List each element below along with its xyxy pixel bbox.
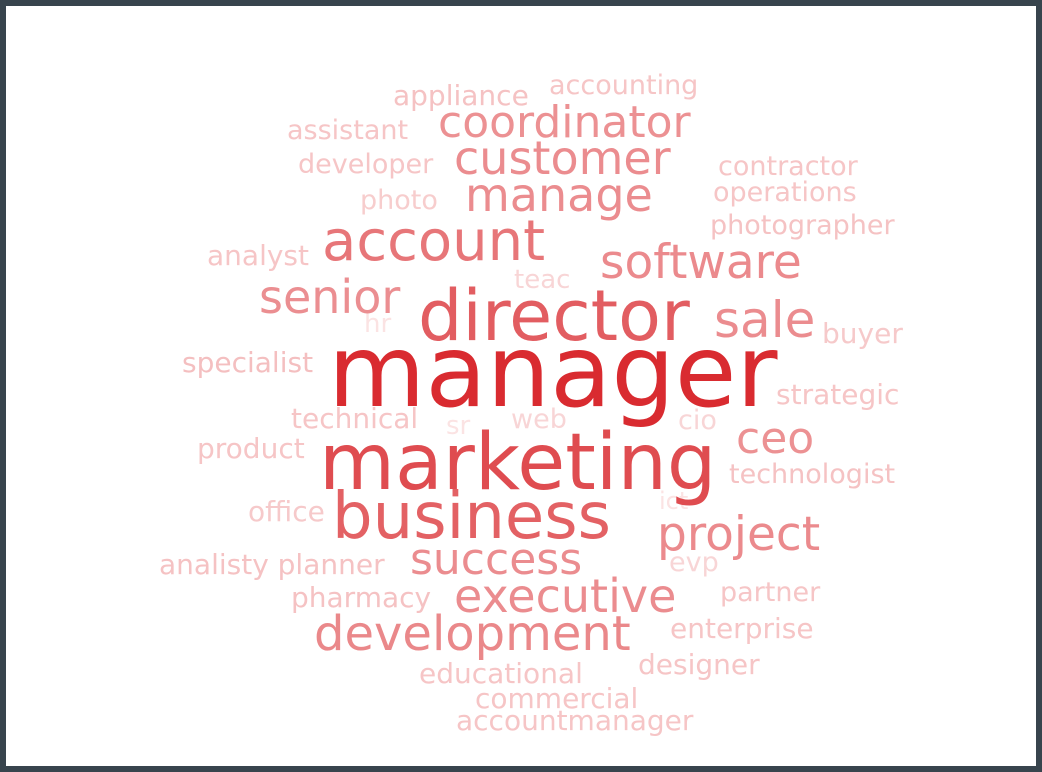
word-senior: senior (259, 270, 400, 324)
chart-canvas: hr sr ict teac web cio evp photo buyer office stra… (6, 6, 1036, 766)
word-analyst: analyst (207, 239, 309, 272)
word-account: account (322, 209, 545, 274)
word-pharmacy: pharmacy (291, 581, 431, 614)
word-product: product (197, 432, 305, 465)
word-cio: cio (678, 405, 717, 436)
word-commercial: commercial (475, 682, 638, 715)
word-ceo: ceo (736, 413, 814, 464)
word-analisty-planner: analisty planner (159, 548, 385, 581)
word-business: business (332, 480, 611, 554)
word-photo: photo (360, 185, 438, 216)
word-assistant: assistant (287, 115, 408, 146)
word-project: project (657, 507, 820, 562)
word-executive: executive (454, 569, 676, 623)
word-manage: manage (465, 168, 653, 222)
word-technologist: technologist (729, 459, 895, 490)
word-educational: educational (419, 657, 583, 690)
word-accountmanager: accountmanager (456, 704, 694, 737)
word-accounting: accounting (549, 70, 698, 101)
word-office: office (248, 495, 325, 528)
word-specialist: specialist (182, 346, 313, 379)
word-software: software (600, 235, 802, 290)
word-appliance: appliance (393, 79, 529, 112)
word-contractor: contractor (718, 151, 859, 182)
word-development: development (314, 606, 631, 662)
word-buyer: buyer (822, 317, 903, 350)
word-web: web (511, 404, 567, 435)
word-customer: customer (454, 131, 671, 185)
word-hr: hr (364, 309, 391, 339)
word-enterprise: enterprise (670, 612, 814, 645)
word-cloud: hr sr ict teac web cio evp photo buyer office stra… (159, 70, 903, 737)
word-operations: operations (713, 177, 857, 208)
words-layer: hr sr ict teac web cio evp photo buyer office stra… (159, 70, 903, 737)
word-sr: sr (446, 411, 471, 441)
word-ict: ict (659, 487, 688, 515)
word-developer: developer (298, 149, 434, 180)
word-partner: partner (720, 577, 821, 608)
word-photographer: photographer (710, 210, 896, 241)
word-director: director (418, 275, 690, 357)
word-marketing: marketing (319, 418, 716, 508)
word-success: success (410, 534, 582, 585)
word-technical: technical (291, 402, 418, 435)
word-teac: teac (514, 265, 570, 295)
word-coordinator: coordinator (438, 97, 692, 148)
word-strategic: strategic (776, 378, 899, 411)
word-sale: sale (714, 291, 815, 349)
word-evp: evp (669, 547, 719, 578)
word-designer: designer (638, 648, 760, 681)
word-manager: manager (328, 313, 778, 430)
